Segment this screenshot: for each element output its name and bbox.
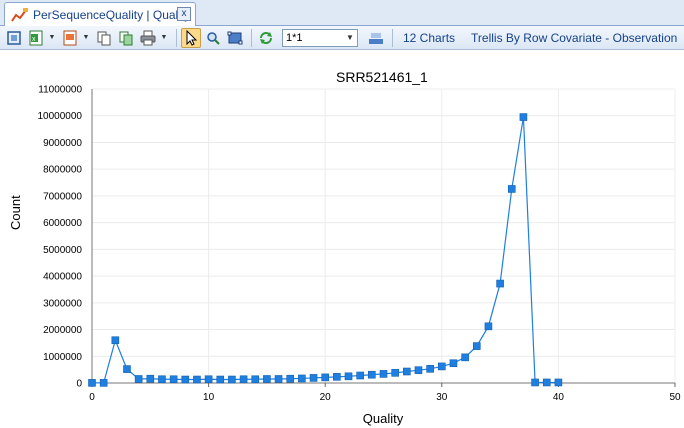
layout-combo[interactable]: 1*1 ▼ <box>282 28 358 47</box>
chevron-down-icon[interactable]: ▼ <box>346 32 354 42</box>
close-icon[interactable]: x <box>177 7 191 21</box>
chart-area <box>0 51 684 428</box>
svg-text:x: x <box>32 36 36 43</box>
toolbar-separator <box>251 28 252 47</box>
toolbar-separator <box>176 28 177 47</box>
charts-count-button[interactable]: 12 Charts <box>403 30 456 45</box>
layout-icon[interactable] <box>366 28 386 48</box>
copy-image-icon[interactable] <box>116 28 136 48</box>
combo-value: 1*1 <box>286 31 303 44</box>
chevron-down-icon[interactable]: ▼ <box>160 34 168 41</box>
zoom-rect-icon[interactable] <box>225 28 245 48</box>
tab-per-sequence-quality[interactable]: PerSequenceQuality | Quality x <box>4 2 196 26</box>
document-tab-strip: PerSequenceQuality | Quality x <box>0 0 684 26</box>
chevron-down-icon[interactable]: ▼ <box>82 34 90 41</box>
toolbar-separator <box>392 28 393 47</box>
refresh-icon[interactable] <box>256 28 276 48</box>
tab-label: PerSequenceQuality | Quality <box>33 7 191 22</box>
chart-toolbar: x ▼ ▼ ▼ 1*1 ▼ 12 Charts Trellis By Row C… <box>0 26 684 50</box>
chevron-down-icon[interactable]: ▼ <box>48 34 56 41</box>
trellis-button[interactable]: Trellis By Row Covariate - Observation <box>471 30 678 45</box>
chart-title: SRR521461_1 <box>336 69 428 85</box>
print-icon[interactable] <box>138 28 158 48</box>
y-axis-label: Count <box>8 195 23 230</box>
copy-icon[interactable] <box>94 28 114 48</box>
fit-icon[interactable] <box>4 28 24 48</box>
chart-tab-icon <box>11 7 29 23</box>
zoom-icon[interactable] <box>203 28 223 48</box>
excel-export-icon[interactable]: x <box>26 28 46 48</box>
image-export-icon[interactable] <box>60 28 80 48</box>
select-pointer-icon[interactable] <box>181 27 201 48</box>
